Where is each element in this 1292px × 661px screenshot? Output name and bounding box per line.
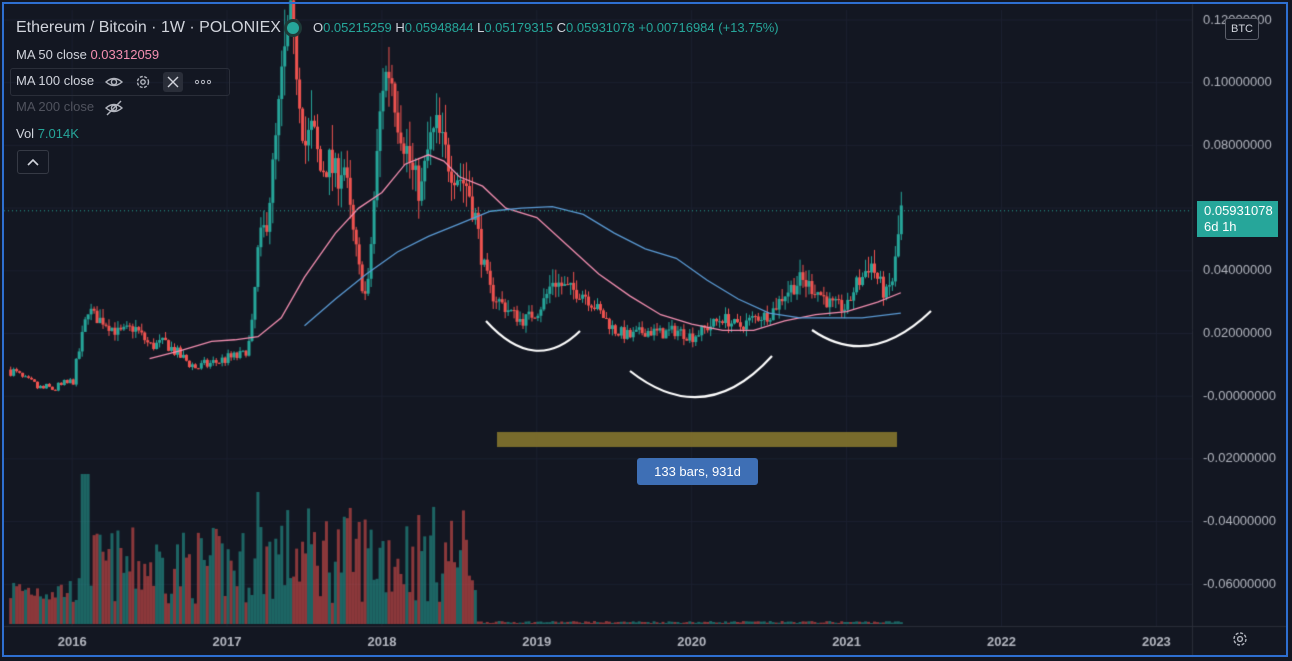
ma200-indicator[interactable]: MA 200 close bbox=[16, 96, 124, 118]
collapse-legend-button[interactable] bbox=[17, 150, 49, 174]
market-status-icon bbox=[286, 21, 299, 34]
chevron-up-icon bbox=[27, 158, 39, 166]
bar-countdown: 6d 1h bbox=[1204, 219, 1237, 234]
date-range-measure-label[interactable]: 133 bars, 931d bbox=[637, 458, 758, 485]
ma100-indicator-hover-box bbox=[10, 68, 230, 96]
more-icon[interactable] bbox=[193, 72, 213, 92]
gear-icon[interactable] bbox=[133, 72, 153, 92]
symbol-title[interactable]: Ethereum / Bitcoin · 1W · POLONIEX bbox=[16, 19, 281, 36]
currency-badge[interactable]: BTC bbox=[1225, 18, 1259, 40]
last-price-tag: 0.05931078 6d 1h bbox=[1197, 201, 1278, 237]
symbol-legend: Ethereum / Bitcoin · 1W · POLONIEX O0.052… bbox=[16, 18, 779, 38]
last-price-value: 0.05931078 bbox=[1204, 203, 1273, 218]
ma50-indicator[interactable]: MA 50 close 0.03312059 bbox=[16, 47, 160, 62]
eye-off-icon[interactable] bbox=[104, 98, 124, 118]
ma100-indicator[interactable]: MA 100 close bbox=[16, 70, 213, 92]
volume-indicator[interactable]: Vol 7.014K bbox=[16, 126, 79, 141]
close-icon[interactable] bbox=[162, 71, 183, 92]
settings-gear-icon[interactable] bbox=[1231, 630, 1249, 648]
eye-icon[interactable] bbox=[104, 72, 124, 92]
ohlc-values: O0.05215259 H0.05948844 L0.05179315 C0.0… bbox=[312, 20, 779, 35]
